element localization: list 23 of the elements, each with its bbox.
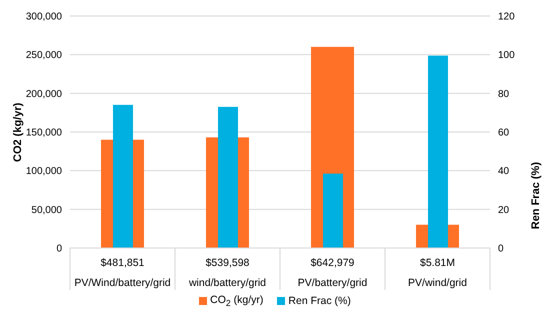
- y-tick-label: 150,000: [26, 128, 62, 139]
- y-tick-label: 50,000: [31, 204, 62, 216]
- y-tick-label: 100,000: [26, 166, 62, 178]
- y2-tick-label: 80: [498, 88, 510, 100]
- x-tick-label: $481,851 PV/Wind/battery/grid: [74, 257, 171, 289]
- legend-label: Ren Frac (%): [288, 295, 351, 308]
- y2-tick-label: 60: [498, 128, 510, 139]
- y2-tick-label: 0: [498, 244, 504, 255]
- y-tick-label: 300,000: [26, 12, 62, 23]
- y-axis-title: CO2 (kg/yr): [12, 102, 24, 162]
- bar: [323, 174, 343, 248]
- y2-axis-title: Ren Frac (%): [530, 162, 542, 230]
- y-tick-label: 200,000: [26, 88, 62, 100]
- x-tick-label: $539,598 wind/battery/grid: [188, 257, 266, 289]
- y-tick-label: 250,000: [26, 50, 62, 62]
- y-tick-label: 0: [56, 244, 62, 255]
- y2-tick-label: 20: [498, 204, 510, 216]
- x-tick-label: $642,979 PV/battery/grid: [298, 257, 368, 289]
- legend-label: CO$_{2}$ (kg/yr): [210, 294, 264, 308]
- x-tick-label: $5.81M PV/wind/grid: [408, 257, 468, 289]
- y2-tick-label: 120: [498, 12, 516, 23]
- y2-tick-label: 40: [498, 166, 510, 178]
- y2-tick-label: 100: [498, 50, 516, 62]
